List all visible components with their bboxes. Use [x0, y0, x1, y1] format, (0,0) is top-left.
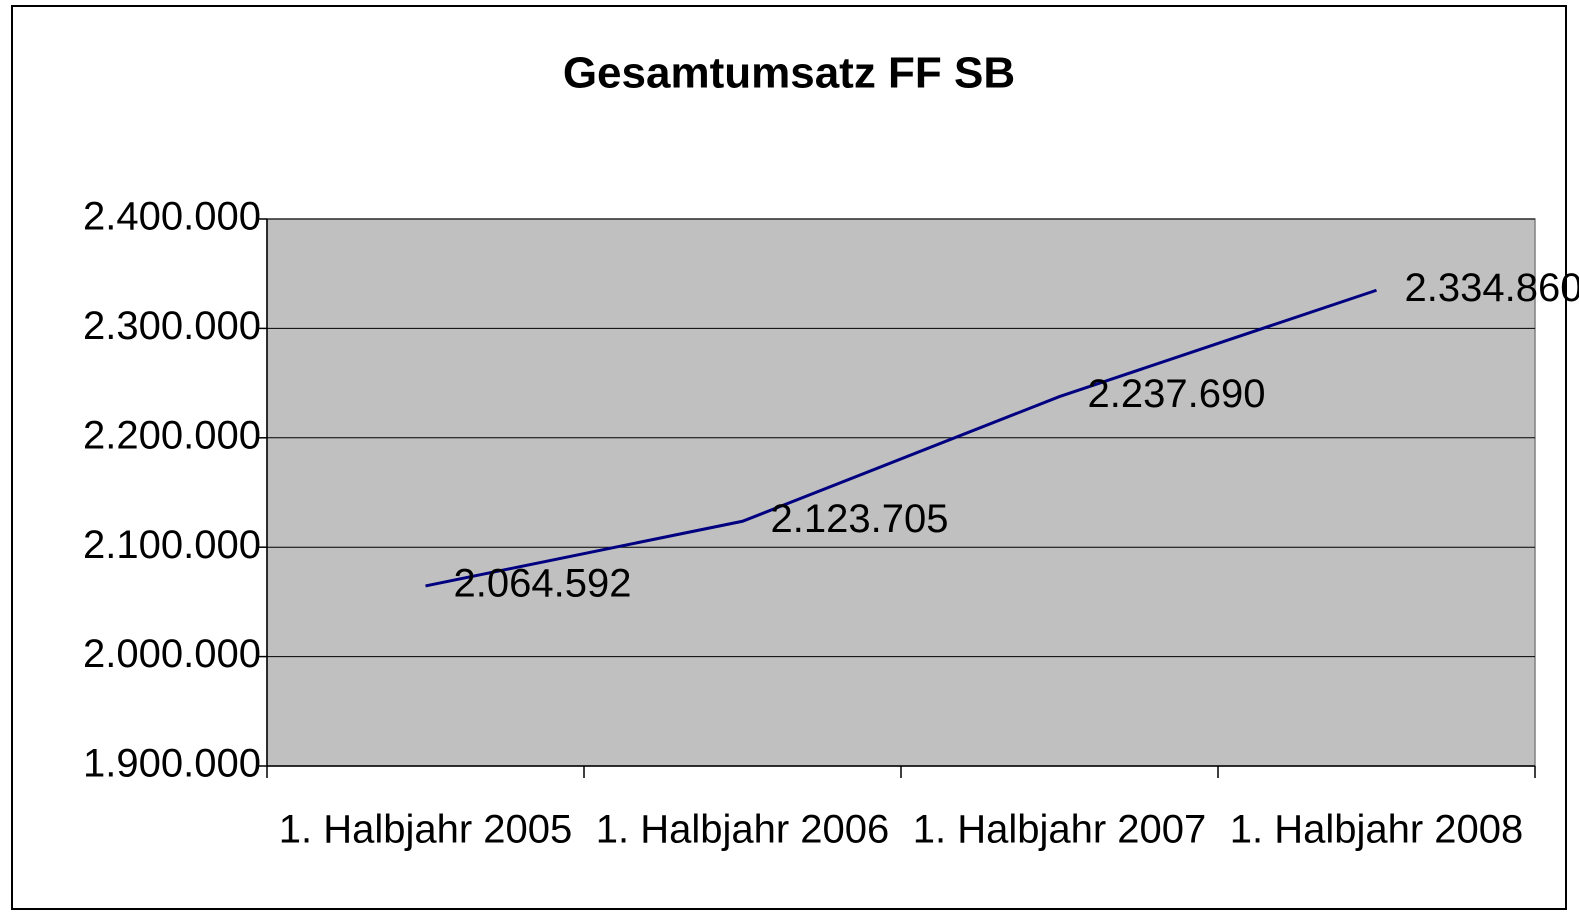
x-tick-label: 1. Halbjahr 2005	[279, 808, 573, 852]
x-tick-label: 1. Halbjahr 2008	[1230, 808, 1524, 852]
chart-title: Gesamtumsatz FF SB	[563, 49, 1015, 98]
plot-area	[266, 218, 1536, 767]
data-label: 2.123.705	[771, 497, 949, 541]
y-tick-label: 1.900.000	[83, 742, 261, 786]
data-label: 2.237.690	[1088, 372, 1266, 416]
x-tick-label: 1. Halbjahr 2006	[596, 808, 890, 852]
y-tick-label: 2.300.000	[83, 304, 261, 348]
y-tick-label: 2.400.000	[83, 195, 261, 239]
x-tick-label: 1. Halbjahr 2007	[913, 808, 1207, 852]
data-label: 2.064.592	[454, 561, 632, 605]
y-tick-label: 2.000.000	[83, 632, 261, 676]
y-tick-label: 2.200.000	[83, 413, 261, 457]
data-label: 2.334.860	[1405, 266, 1579, 310]
y-tick-label: 2.100.000	[83, 523, 261, 567]
series-line	[425, 288, 1377, 588]
